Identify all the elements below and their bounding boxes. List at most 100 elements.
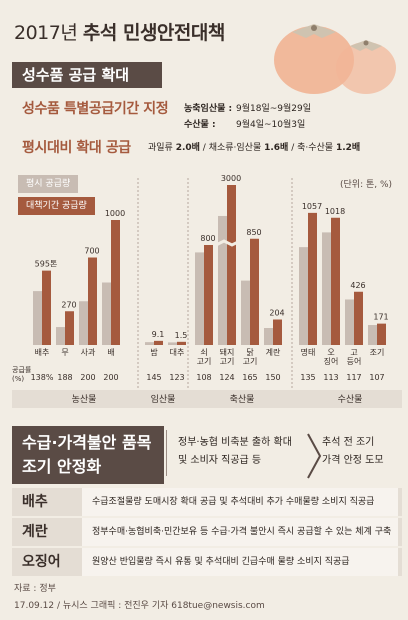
- persimmon-fruit: [336, 42, 396, 94]
- group-name: 축산물: [230, 394, 255, 405]
- persimmon-stem: [311, 25, 317, 31]
- desc-line: 가격 안정 도모: [322, 455, 384, 466]
- bar-value-label: 171: [373, 313, 388, 322]
- measure-text: 정부수매·농협비축·민간보유 등 수급·가격 불안시 즉시 공급할 수 있는 체…: [82, 518, 398, 546]
- divider: [166, 430, 167, 476]
- axis-break: [215, 239, 247, 247]
- measure-text: 원양산 반입물량 즉시 유통 및 추석대비 긴급수매 물량 소비지 직공급: [82, 548, 398, 576]
- expand-ratio-note: 과일류 2.0배 / 채소류·임산물 1.6배 / 축·수산물 1.2배: [148, 140, 360, 153]
- ratio-value: 2.0배: [175, 143, 200, 153]
- section-band-stabilize: 수급·가격불안 품목 조기 안정화: [12, 426, 164, 484]
- special-supply-heading: 성수품 특별공급기간 지정: [22, 101, 169, 117]
- category-label: 고기: [243, 357, 258, 366]
- bar-value-label: 270: [61, 300, 76, 309]
- bar-value-label: 595톤: [35, 260, 58, 269]
- supply-rate-value: 117: [346, 373, 361, 382]
- bar-special: [308, 212, 317, 345]
- bar-special: [177, 341, 186, 345]
- measure-label: 배추: [12, 488, 76, 516]
- supply-rate-value: 200: [103, 373, 118, 382]
- category-label: 오: [327, 348, 334, 357]
- group-name: 임산물: [151, 393, 176, 405]
- period-row: 농축임산물 : 9월18일~9월29일: [184, 101, 311, 114]
- bar-special: [227, 185, 236, 345]
- category-label: 등어: [347, 356, 362, 366]
- bar-value-label: 1057: [302, 202, 322, 211]
- title-main: 추석 민생안전대책: [82, 22, 225, 44]
- legend-special: 대책기간 공급량: [18, 197, 95, 215]
- category-label: 조기: [370, 348, 385, 357]
- measure-row-egg: 계란 정부수매·농협비축·민간보유 등 수급·가격 불안시 즉시 공급할 수 있…: [12, 518, 402, 546]
- bar-value-label: 700: [84, 247, 99, 256]
- bar-normal: [195, 252, 204, 345]
- supply-rate-value: 108: [196, 373, 211, 382]
- category-label: 대추: [170, 348, 185, 357]
- ratio-label: / 축·수산물: [288, 143, 336, 153]
- category-label: 쇠: [200, 348, 207, 357]
- supply-rate-label: (%): [12, 375, 24, 383]
- bar-normal: [79, 301, 88, 345]
- bar-value-label: 800: [200, 234, 215, 243]
- category-label: 밤: [150, 347, 158, 357]
- expand-supply-heading: 평시대비 확대 공급: [22, 140, 131, 156]
- bar-value-label: 1018: [325, 207, 345, 216]
- category-label: 배: [107, 348, 114, 357]
- category-label: 돼지: [220, 348, 235, 357]
- period-label: 농축임산물 :: [184, 104, 233, 114]
- bar-special: [111, 220, 120, 345]
- supply-rate-value: 123: [169, 373, 184, 382]
- bar-special: [154, 340, 163, 345]
- chevron-right-icon: [307, 433, 322, 479]
- persimmon-stem: [363, 40, 369, 46]
- desc-line: 추석 전 조기: [322, 437, 375, 448]
- bar-special: [65, 311, 74, 345]
- title-year: 2017년: [14, 22, 78, 44]
- supply-rate-value: 124: [219, 373, 234, 382]
- bar-normal: [322, 232, 331, 345]
- supply-rate-value: 150: [265, 373, 280, 382]
- ratio-value: 1.2배: [335, 143, 361, 153]
- measure-label: 계란: [12, 518, 76, 546]
- bar-normal: [299, 247, 308, 345]
- bar-normal: [218, 215, 227, 345]
- bar-value-label: 1000: [105, 209, 125, 218]
- bar-value-label: 850: [246, 228, 261, 237]
- supply-rate-value: 188: [57, 373, 72, 382]
- measure-description: 정부·농협 비축분 출하 확대 및 소비자 직공급 등: [178, 434, 328, 470]
- bar-special: [377, 323, 386, 345]
- measure-row-cabbage: 배추 수급조절물량 도매시장 확대 공급 및 추석대비 추가 수매물량 소비지 …: [12, 488, 402, 516]
- supply-rate-value: 165: [242, 373, 257, 382]
- measure-text: 수급조절물량 도매시장 확대 공급 및 추석대비 추가 수매물량 소비지 직공급: [82, 488, 398, 516]
- category-label: 고기: [197, 357, 212, 366]
- goal-description: 추석 전 조기 가격 안정 도모: [322, 434, 406, 470]
- bar-special: [42, 270, 51, 345]
- persimmon-fruit: [274, 26, 354, 94]
- bar-special: [354, 291, 363, 345]
- category-label: 징어: [324, 356, 339, 366]
- supply-rate-label: 공급률: [12, 366, 32, 374]
- bar-normal: [264, 328, 273, 345]
- desc-line: 정부·농협 비축분 출하 확대: [178, 437, 292, 448]
- period-value: 9월4일~10월3일: [236, 120, 306, 130]
- bar-special: [250, 238, 259, 345]
- period-value: 9월18일~9월29일: [236, 104, 312, 114]
- ratio-value: 1.6배: [264, 143, 289, 153]
- category-label: 계란: [266, 347, 281, 357]
- category-label: 고: [350, 348, 357, 357]
- bar-value-label: 9.1: [152, 330, 165, 339]
- credit-note: 17.09.12 / 뉴시스 그래픽 : 전진우 기자 618tue@newsi…: [14, 601, 265, 611]
- supply-rate-value: 135: [300, 373, 315, 382]
- section-band-supply: 성수품 공급 확대: [12, 62, 162, 88]
- category-label: 닭: [246, 347, 254, 357]
- category-label: 사과: [81, 348, 96, 357]
- supply-rate-value: 113: [323, 373, 338, 382]
- ratio-label: 과일류: [148, 143, 176, 153]
- supply-rate-value: 107: [369, 373, 384, 382]
- bar-normal: [368, 325, 377, 345]
- measure-label: 오징어: [12, 548, 76, 576]
- category-label: 배추: [35, 348, 50, 357]
- band-line: 수급·가격불안 품목: [22, 433, 152, 452]
- supply-rate-value: 145: [146, 373, 161, 382]
